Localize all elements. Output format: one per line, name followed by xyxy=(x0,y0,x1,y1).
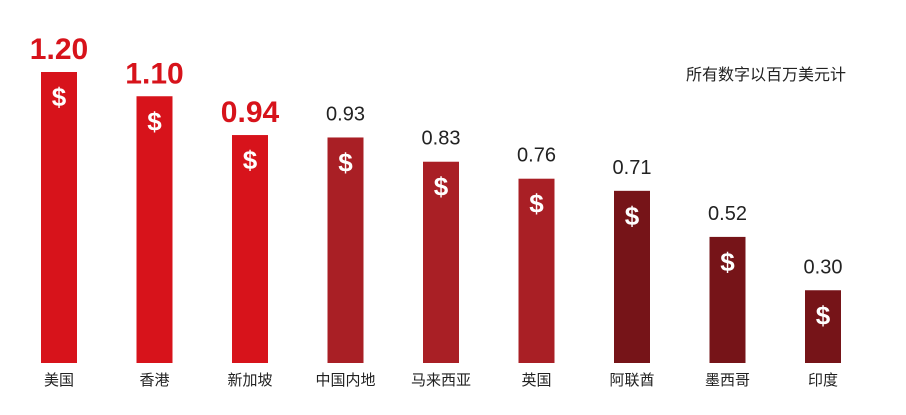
category-label: 新加坡 xyxy=(227,371,272,389)
category-label: 墨西哥 xyxy=(705,371,750,389)
value-label: 0.83 xyxy=(422,128,461,150)
bar-1 xyxy=(41,72,77,363)
bar-2 xyxy=(136,96,173,363)
bars-group: $1.20 美国 $1.10 香港 $0.94 新加坡 $0.93 中国内地 $0.83 马来西亚… xyxy=(30,33,843,389)
dollar-icon: $ xyxy=(52,82,67,112)
dollar-icon: $ xyxy=(625,201,640,231)
dollar-icon: $ xyxy=(338,147,353,177)
category-label: 美国 xyxy=(44,371,74,389)
unit-note: 所有数字以百万美元计 xyxy=(686,65,846,84)
category-label: 印度 xyxy=(808,371,838,389)
bar-7 xyxy=(614,190,650,363)
bar-4 xyxy=(327,137,364,363)
value-label: 0.93 xyxy=(326,103,365,125)
category-label: 英国 xyxy=(521,371,551,389)
value-label: 0.94 xyxy=(221,96,280,129)
value-label: 0.30 xyxy=(804,256,843,278)
dollar-icon: $ xyxy=(816,300,831,330)
value-label: 0.52 xyxy=(708,203,747,225)
category-label: 马来西亚 xyxy=(411,371,471,389)
category-label: 香港 xyxy=(139,371,169,389)
category-label: 阿联酋 xyxy=(609,371,654,389)
dollar-icon: $ xyxy=(720,247,735,277)
dollar-icon: $ xyxy=(147,106,162,136)
value-label: 1.20 xyxy=(30,33,88,66)
dollar-icon: $ xyxy=(529,189,544,219)
bar-6 xyxy=(518,178,555,363)
dollar-icon: $ xyxy=(434,172,449,202)
bar-9 xyxy=(805,290,841,363)
bar-5 xyxy=(423,161,459,363)
value-label: 0.71 xyxy=(613,157,652,179)
bar-3 xyxy=(232,135,268,363)
value-label: 0.76 xyxy=(517,145,556,167)
dollar-icon: $ xyxy=(243,145,258,175)
bar-8 xyxy=(709,236,746,363)
category-label: 中国内地 xyxy=(315,371,375,389)
value-label: 1.10 xyxy=(125,57,183,90)
